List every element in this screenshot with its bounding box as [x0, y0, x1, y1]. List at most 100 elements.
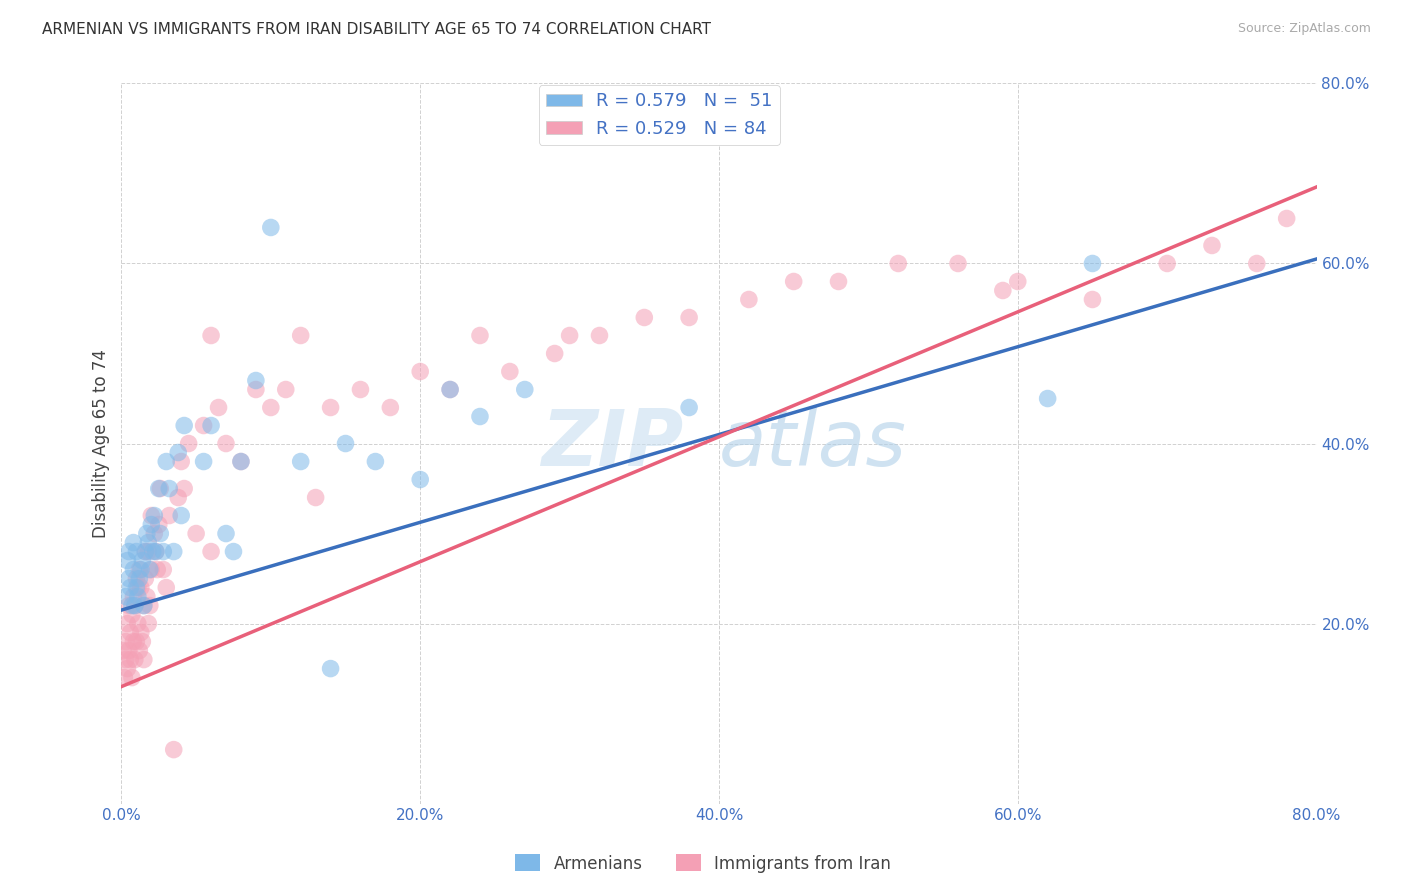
Legend: Armenians, Immigrants from Iran: Armenians, Immigrants from Iran: [509, 847, 897, 880]
Point: [124, 652, 146, 666]
Point: [117, 662, 139, 676]
Point: [152, 544, 174, 558]
Point: [163, 742, 186, 756]
Point: [245, 383, 267, 397]
Point: [122, 590, 145, 604]
Point: [145, 544, 167, 558]
Point: [200, 544, 222, 558]
Point: [229, 454, 252, 468]
Point: [129, 581, 152, 595]
Point: [1081, 293, 1104, 307]
Point: [120, 625, 142, 640]
Point: [125, 634, 148, 648]
Point: [167, 445, 190, 459]
Point: [290, 328, 312, 343]
Point: [128, 643, 150, 657]
Point: [134, 572, 156, 586]
Point: [131, 553, 153, 567]
Point: [193, 454, 215, 468]
Point: [335, 436, 357, 450]
Point: [122, 535, 145, 549]
Point: [115, 590, 138, 604]
Point: [117, 553, 139, 567]
Point: [173, 482, 195, 496]
Point: [143, 526, 166, 541]
Point: [380, 401, 402, 415]
Point: [163, 544, 186, 558]
Point: [177, 436, 200, 450]
Point: [125, 581, 148, 595]
Point: [991, 284, 1014, 298]
Point: [149, 526, 172, 541]
Point: [141, 563, 163, 577]
Point: [468, 328, 491, 343]
Point: [127, 581, 149, 595]
Point: [139, 563, 162, 577]
Point: [157, 482, 180, 496]
Point: [304, 491, 326, 505]
Point: [184, 526, 207, 541]
Point: [146, 563, 169, 577]
Point: [115, 634, 138, 648]
Point: [118, 544, 141, 558]
Point: [409, 473, 432, 487]
Point: [128, 563, 150, 577]
Point: [134, 544, 156, 558]
Point: [173, 418, 195, 433]
Point: [170, 508, 193, 523]
Point: [439, 383, 461, 397]
Point: [1201, 238, 1223, 252]
Point: [544, 346, 567, 360]
Point: [1007, 275, 1029, 289]
Point: [141, 508, 163, 523]
Point: [260, 401, 283, 415]
Point: [157, 508, 180, 523]
Point: [1246, 256, 1268, 270]
Point: [148, 517, 170, 532]
Point: [260, 220, 283, 235]
Point: [148, 482, 170, 496]
Point: [558, 328, 581, 343]
Point: [152, 563, 174, 577]
Point: [439, 383, 461, 397]
Point: [783, 275, 806, 289]
Point: [499, 364, 522, 378]
Point: [290, 454, 312, 468]
Point: [887, 256, 910, 270]
Point: [200, 418, 222, 433]
Point: [215, 436, 238, 450]
Point: [274, 383, 297, 397]
Point: [678, 401, 700, 415]
Point: [319, 662, 342, 676]
Point: [136, 535, 159, 549]
Point: [124, 599, 146, 613]
Point: [125, 544, 148, 558]
Point: [122, 634, 145, 648]
Point: [135, 590, 157, 604]
Point: [125, 572, 148, 586]
Point: [200, 328, 222, 343]
Point: [143, 508, 166, 523]
Point: [193, 418, 215, 433]
Point: [135, 526, 157, 541]
Legend: R = 0.579   N =  51, R = 0.529   N = 84: R = 0.579 N = 51, R = 0.529 N = 84: [538, 86, 780, 145]
Point: [155, 454, 177, 468]
Point: [946, 256, 969, 270]
Point: [142, 544, 165, 558]
Point: [319, 401, 342, 415]
Point: [118, 572, 141, 586]
Point: [132, 599, 155, 613]
Point: [121, 671, 143, 685]
Point: [349, 383, 371, 397]
Point: [738, 293, 761, 307]
Point: [129, 563, 152, 577]
Point: [1081, 256, 1104, 270]
Point: [134, 544, 156, 558]
Point: [129, 625, 152, 640]
Text: atlas: atlas: [718, 406, 907, 482]
Point: [468, 409, 491, 424]
Point: [1275, 211, 1298, 226]
Point: [132, 652, 155, 666]
Point: [127, 616, 149, 631]
Point: [145, 544, 167, 558]
